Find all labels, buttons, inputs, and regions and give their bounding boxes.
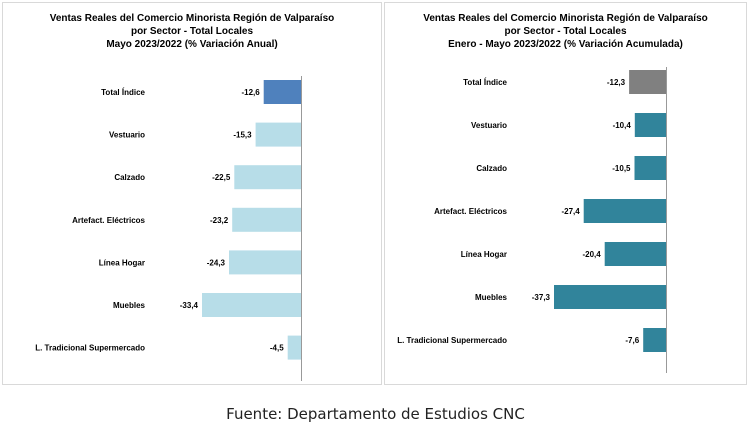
- value-label: -4,5: [270, 344, 284, 353]
- bar-2: [634, 156, 666, 180]
- chart-title-line-2: por Sector - Total Locales: [130, 26, 254, 37]
- value-label: -12,3: [607, 78, 626, 87]
- bar-4: [229, 250, 301, 275]
- bar-3: [232, 207, 301, 232]
- category-label: Total Índice: [101, 88, 145, 97]
- value-label: -24,3: [207, 258, 226, 267]
- value-label: -22,5: [212, 173, 231, 182]
- bar-4: [604, 242, 666, 266]
- category-label: Línea Hogar: [461, 250, 507, 259]
- chart-panel-cumulative: Ventas Reales del Comercio Minorista Reg…: [384, 2, 747, 385]
- category-label: Calzado: [476, 164, 507, 173]
- bar-1: [634, 113, 666, 137]
- value-label: -7,6: [625, 336, 639, 345]
- bar-1: [255, 122, 301, 147]
- chart-title: Ventas Reales del Comercio Minorista Reg…: [385, 12, 746, 51]
- bar-chart-cumulative: Total Índice -12,3 Vestuario -10,4 Calzado -1…: [397, 67, 667, 373]
- bar-0: [263, 80, 301, 104]
- value-label: -23,2: [210, 216, 229, 225]
- bar-0: [629, 70, 666, 94]
- chart-title-line-3: Mayo 2023/2022 (% Variación Anual): [106, 39, 278, 50]
- category-label: Muebles: [475, 293, 508, 302]
- chart-title-line-1: Ventas Reales del Comercio Minorista Reg…: [423, 13, 708, 24]
- chart-panel-annual: Ventas Reales del Comercio Minorista Reg…: [2, 2, 382, 385]
- category-label: L. Tradicional Supermercado: [35, 344, 145, 353]
- bar-3: [583, 199, 666, 223]
- category-label: Vestuario: [471, 121, 507, 130]
- bar-chart-annual: Total Índice -12,6 Vestuario -15,3 Calzado -2…: [35, 76, 302, 381]
- category-label: Línea Hogar: [99, 258, 145, 267]
- category-label: Muebles: [113, 301, 146, 310]
- value-label: -12,6: [241, 88, 260, 97]
- category-label: Artefact. Eléctricos: [434, 207, 507, 216]
- chart-title-line-3: Enero - Mayo 2023/2022 (% Variación Acum…: [448, 39, 683, 50]
- value-label: -20,4: [582, 250, 601, 259]
- bar-6: [287, 335, 301, 360]
- category-label: Artefact. Eléctricos: [72, 216, 145, 225]
- bar-2: [234, 165, 301, 190]
- source-note: Fuente: Departamento de Estudios CNC: [226, 405, 525, 423]
- bar-5: [202, 293, 301, 317]
- value-label: -37,3: [532, 293, 551, 302]
- chart-title: Ventas Reales del Comercio Minorista Reg…: [3, 12, 381, 51]
- chart-title-line-2: por Sector - Total Locales: [504, 26, 627, 37]
- category-label: L. Tradicional Supermercado: [397, 336, 507, 345]
- value-label: -33,4: [180, 301, 199, 310]
- bar-5: [554, 285, 666, 309]
- category-label: Vestuario: [109, 131, 145, 140]
- value-label: -10,5: [612, 164, 631, 173]
- bar-6: [643, 328, 666, 352]
- category-label: Calzado: [114, 173, 145, 182]
- chart-title-line-1: Ventas Reales del Comercio Minorista Reg…: [49, 13, 335, 24]
- value-label: -15,3: [233, 131, 252, 140]
- value-label: -27,4: [561, 207, 580, 216]
- category-label: Total Índice: [463, 78, 507, 87]
- value-label: -10,4: [613, 121, 632, 130]
